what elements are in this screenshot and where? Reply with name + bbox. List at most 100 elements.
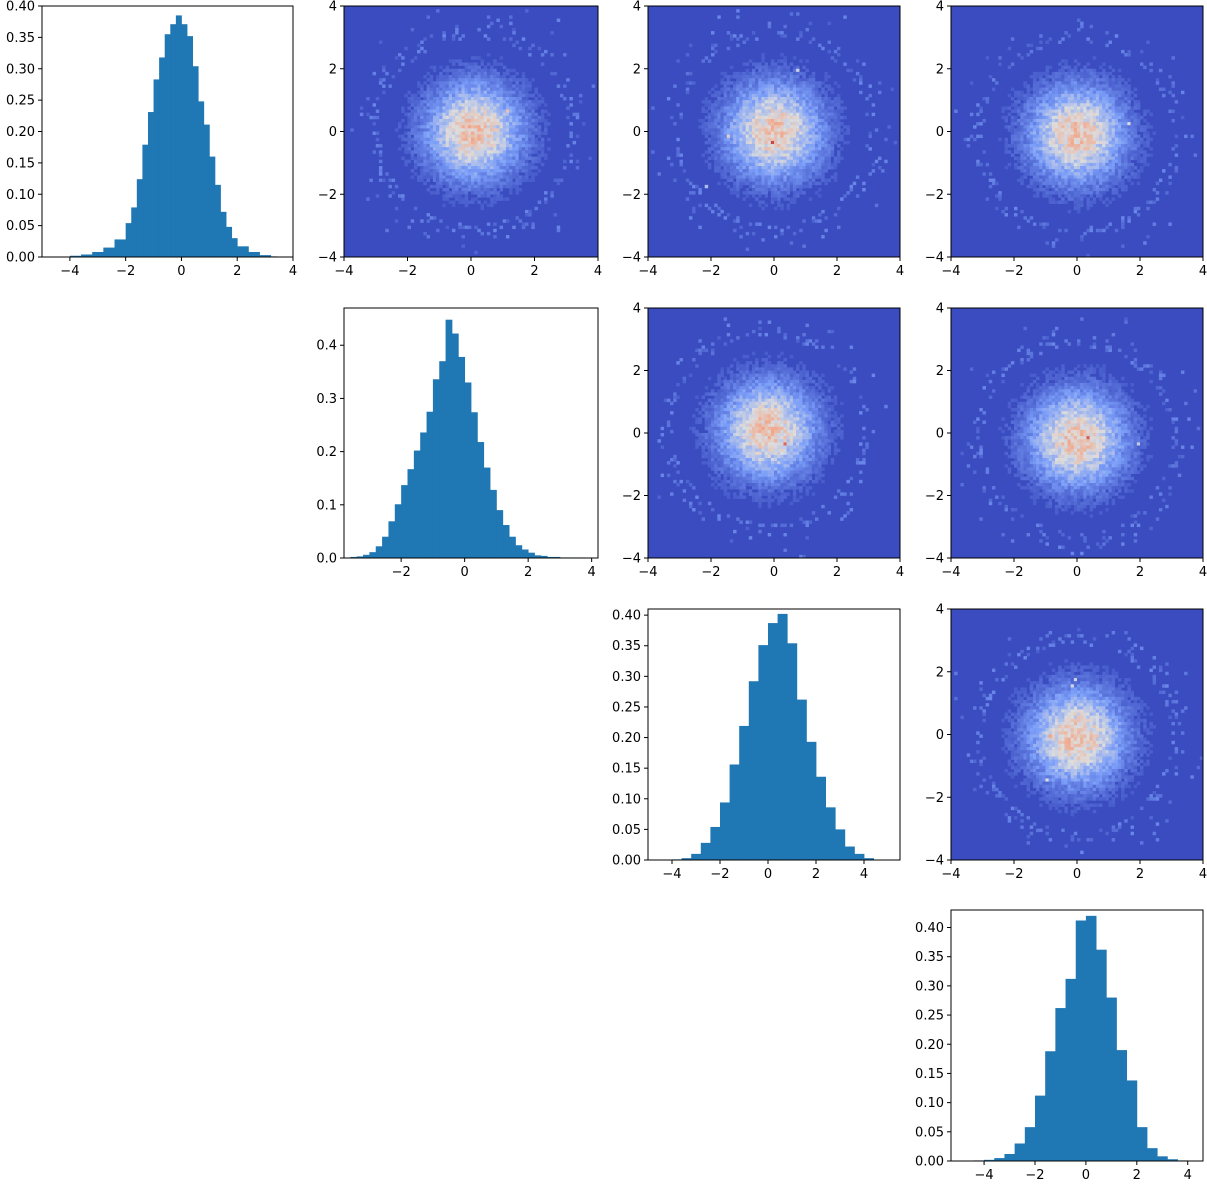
- heatmap-cell: [502, 81, 507, 85]
- heatmap-cell: [1121, 128, 1125, 132]
- heatmap-cell: [471, 103, 475, 107]
- heatmap-cell: [777, 187, 781, 192]
- heatmap-cell: [505, 122, 510, 126]
- heatmap-cell: [375, 137, 380, 142]
- heatmap-cell: [717, 153, 721, 157]
- heatmap-cell: [445, 68, 450, 73]
- heatmap-cell: [1130, 134, 1134, 139]
- heatmap-cell: [509, 118, 513, 123]
- heatmap-cell: [474, 144, 478, 148]
- heatmap-cell: [783, 184, 787, 189]
- heatmap-cell: [736, 84, 740, 88]
- heatmap-cell: [1026, 103, 1031, 107]
- heatmap-cell: [499, 106, 504, 110]
- heatmap-cell: [739, 96, 743, 101]
- heatmap-cell: [780, 68, 784, 73]
- heatmap-cell: [786, 81, 791, 85]
- heatmap-cell: [676, 59, 680, 63]
- heatmap-cell: [483, 200, 488, 204]
- heatmap-cell: [742, 40, 746, 44]
- heatmap-cell: [789, 156, 794, 161]
- heatmap-cell: [736, 75, 740, 79]
- heatmap-cell: [679, 115, 683, 120]
- heatmap-cell: [748, 147, 753, 151]
- heatmap-cell: [789, 241, 794, 245]
- heatmap-cell: [805, 153, 809, 157]
- heatmap-cell: [837, 84, 841, 88]
- heatmap-cell: [1124, 137, 1128, 142]
- heatmap-cell: [515, 162, 519, 167]
- heatmap-cell: [496, 75, 500, 79]
- heatmap-cell: [827, 87, 831, 92]
- heatmap-cell: [451, 166, 456, 170]
- heatmap-cell: [1083, 140, 1087, 145]
- heatmap-cell: [755, 134, 759, 139]
- heatmap-cell: [1067, 84, 1071, 88]
- heatmap-cell: [717, 144, 721, 148]
- heatmap-cell: [458, 75, 462, 79]
- heatmap-cell: [805, 172, 809, 176]
- heatmap-cell: [742, 109, 746, 113]
- heatmap-cell: [1089, 24, 1094, 29]
- heatmap-cell: [515, 169, 519, 173]
- heatmap-cell: [1067, 125, 1071, 129]
- heatmap-cell: [723, 100, 728, 104]
- heatmap-cell: [764, 75, 768, 79]
- histogram-bar: [147, 112, 154, 257]
- heatmap-cell: [1117, 75, 1122, 79]
- heatmap-cell: [758, 144, 762, 148]
- heatmap-cell: [1124, 106, 1128, 110]
- heatmap-cell: [1130, 137, 1134, 142]
- heatmap-cell: [796, 172, 800, 176]
- heatmap-cell: [739, 115, 743, 120]
- heatmap-cell: [490, 144, 494, 148]
- heatmap-cell: [1051, 78, 1056, 82]
- heatmap-cell: [439, 87, 443, 92]
- heatmap-cell: [995, 81, 999, 85]
- heatmap-cell: [1014, 106, 1018, 110]
- heatmap-cell: [780, 140, 784, 145]
- heatmap-cell: [1054, 96, 1059, 101]
- heatmap-cell: [780, 118, 784, 123]
- heatmap-cell: [755, 191, 759, 195]
- heatmap-cell: [1127, 90, 1131, 95]
- heatmap-cell: [477, 122, 481, 126]
- heatmap-cell: [729, 112, 734, 117]
- heatmap-cell: [1083, 90, 1087, 95]
- heatmap-cell: [461, 87, 465, 92]
- heatmap-cell: [1102, 134, 1106, 139]
- heatmap-cell: [490, 197, 494, 201]
- heatmap-cell: [729, 81, 734, 85]
- heatmap-cell: [1086, 125, 1090, 129]
- heatmap-cell: [733, 159, 737, 164]
- heatmap-cell: [1017, 150, 1021, 154]
- heatmap-cell: [458, 90, 462, 95]
- heatmap-cell: [432, 87, 437, 92]
- heatmap-cell: [1124, 81, 1128, 85]
- heatmap-cell: [745, 71, 750, 76]
- heatmap-cell: [1086, 93, 1090, 98]
- heatmap-cell: [458, 68, 462, 73]
- x-tick-label: 2: [233, 264, 241, 279]
- heatmap-cell: [811, 84, 816, 88]
- heatmap-cell: [1045, 90, 1049, 95]
- heatmap-cell: [467, 71, 472, 76]
- heatmap-cell: [1039, 40, 1043, 44]
- heatmap-cell: [733, 172, 737, 176]
- heatmap-cell: [711, 112, 715, 117]
- heatmap-cell: [502, 147, 507, 151]
- heatmap-cell: [764, 166, 768, 170]
- heatmap-cell: [417, 153, 421, 157]
- heatmap-cell: [1130, 125, 1134, 129]
- heatmap-cell: [742, 150, 746, 154]
- heatmap-cell: [726, 87, 731, 92]
- heatmap-cell: [537, 156, 542, 161]
- heatmap-cell: [802, 106, 806, 110]
- heatmap-cell: [707, 140, 712, 145]
- heatmap-cell: [1073, 156, 1078, 161]
- heatmap-cell: [1036, 140, 1040, 145]
- heatmap-cell: [837, 106, 841, 110]
- heatmap-cell: [1010, 96, 1015, 101]
- heatmap-cell: [1140, 159, 1144, 164]
- heatmap-cell: [420, 144, 424, 148]
